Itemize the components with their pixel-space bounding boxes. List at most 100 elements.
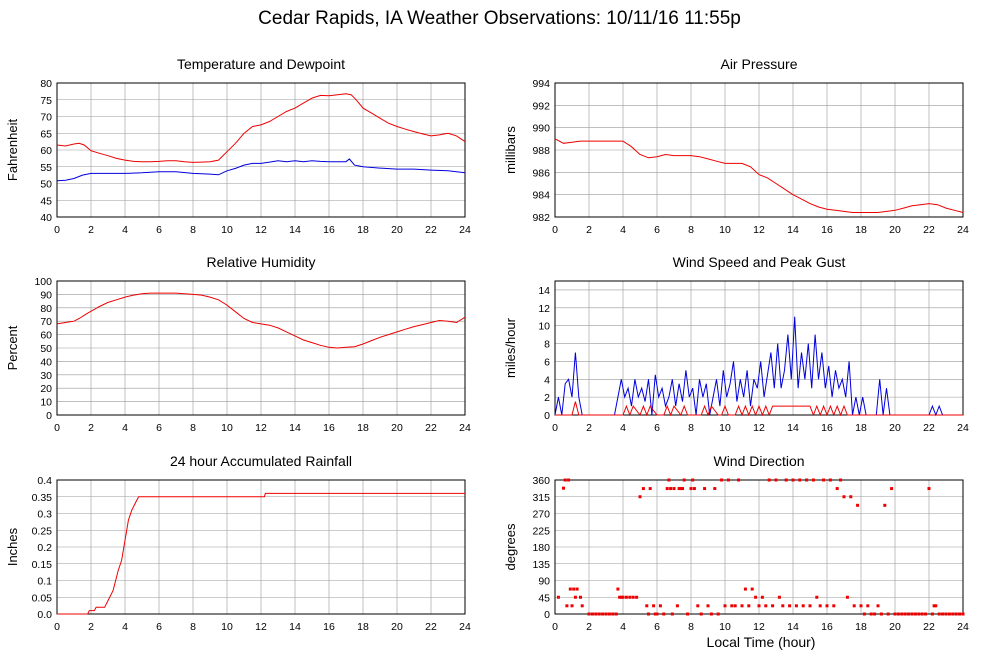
- plot-frame: [554, 82, 964, 218]
- x-tick-label: 0: [54, 422, 60, 434]
- data-point: [869, 612, 873, 616]
- x-tick-label: 2: [88, 621, 94, 633]
- data-point: [679, 487, 683, 491]
- data-point: [932, 604, 936, 608]
- x-tick-label: 12: [753, 422, 765, 434]
- data-point: [713, 487, 717, 491]
- plot-frame: [56, 280, 466, 416]
- y-axis-label: millibars: [503, 126, 518, 174]
- y-tick-label: 0.35: [32, 492, 53, 504]
- x-tick-label: 2: [586, 621, 592, 633]
- x-tick-label: 22: [923, 621, 935, 633]
- series-line: [555, 401, 963, 417]
- data-point: [808, 604, 812, 608]
- y-tick-label: 100: [34, 276, 52, 288]
- y-tick-label: 0.05: [32, 592, 53, 604]
- x-tick-label: 20: [889, 224, 901, 236]
- x-tick-label: 16: [821, 422, 833, 434]
- data-point: [777, 595, 781, 599]
- y-tick-label: 70: [40, 316, 52, 328]
- data-point: [842, 495, 846, 499]
- x-tick-label: 22: [923, 224, 935, 236]
- data-point: [815, 595, 819, 599]
- x-tick-label: 12: [255, 621, 267, 633]
- data-point: [662, 612, 666, 616]
- data-point: [845, 595, 849, 599]
- data-point: [624, 595, 628, 599]
- y-tick-label: 992: [532, 100, 550, 112]
- x-axis-label: Local Time (hour): [706, 634, 816, 650]
- y-tick-label: 0: [544, 609, 550, 621]
- series-line: [554, 138, 964, 213]
- data-point: [667, 478, 671, 482]
- data-point: [703, 487, 707, 491]
- y-tick-label: 6: [544, 356, 550, 368]
- x-tick-label: 6: [654, 422, 660, 434]
- y-tick-label: 60: [40, 330, 52, 342]
- x-tick-label: 18: [855, 422, 867, 434]
- series-line: [56, 93, 466, 163]
- data-point: [835, 487, 839, 491]
- x-tick-label: 8: [688, 422, 694, 434]
- x-tick-label: 4: [620, 621, 626, 633]
- x-tick-label: 6: [654, 621, 660, 633]
- data-point: [740, 604, 744, 608]
- data-point: [947, 612, 951, 616]
- data-point: [825, 604, 829, 608]
- chart-title: Air Pressure: [720, 56, 797, 72]
- data-point: [941, 612, 945, 616]
- data-point: [573, 595, 577, 599]
- y-tick-label: 0.2: [37, 542, 52, 554]
- y-tick-label: 315: [532, 492, 550, 504]
- y-tick-label: 70: [40, 112, 52, 124]
- data-point: [866, 604, 870, 608]
- data-point: [910, 612, 914, 616]
- y-tick-label: 2: [544, 392, 550, 404]
- x-tick-label: 14: [787, 422, 799, 434]
- chart-title: 24 hour Accumulated Rainfall: [170, 453, 352, 469]
- x-tick-label: 6: [156, 224, 162, 236]
- data-point: [896, 612, 900, 616]
- data-point: [951, 612, 955, 616]
- data-point: [743, 587, 747, 591]
- x-tick-label: 2: [586, 224, 592, 236]
- data-point: [767, 478, 771, 482]
- x-tick-label: 12: [255, 422, 267, 434]
- y-tick-label: 40: [40, 212, 52, 224]
- data-point: [638, 495, 642, 499]
- data-point: [616, 587, 620, 591]
- data-point: [579, 595, 582, 599]
- data-point: [691, 478, 695, 482]
- data-point: [681, 487, 684, 491]
- y-tick-label: 45: [538, 592, 550, 604]
- data-point: [619, 595, 623, 599]
- x-tick-label: 10: [221, 621, 233, 633]
- data-point: [628, 595, 632, 599]
- x-tick-label: 24: [957, 621, 969, 633]
- data-point: [839, 478, 843, 482]
- x-tick-label: 16: [323, 224, 335, 236]
- chart-title: Temperature and Dewpoint: [177, 56, 345, 72]
- data-point: [876, 604, 880, 608]
- data-point: [750, 587, 754, 591]
- data-point: [658, 604, 662, 608]
- plot-frame: [554, 280, 964, 416]
- y-tick-label: 60: [40, 145, 52, 157]
- x-tick-label: 24: [459, 621, 471, 633]
- data-point: [570, 604, 574, 608]
- x-tick-label: 4: [122, 224, 128, 236]
- y-axis-label: degrees: [503, 523, 518, 570]
- x-tick-label: 0: [552, 224, 558, 236]
- data-point: [805, 478, 809, 482]
- y-tick-label: 10: [538, 321, 550, 333]
- x-tick-label: 0: [552, 422, 558, 434]
- x-tick-label: 20: [889, 621, 901, 633]
- x-tick-label: 24: [957, 224, 969, 236]
- x-tick-label: 10: [719, 621, 731, 633]
- data-point: [764, 604, 768, 608]
- y-tick-label: 20: [40, 383, 52, 395]
